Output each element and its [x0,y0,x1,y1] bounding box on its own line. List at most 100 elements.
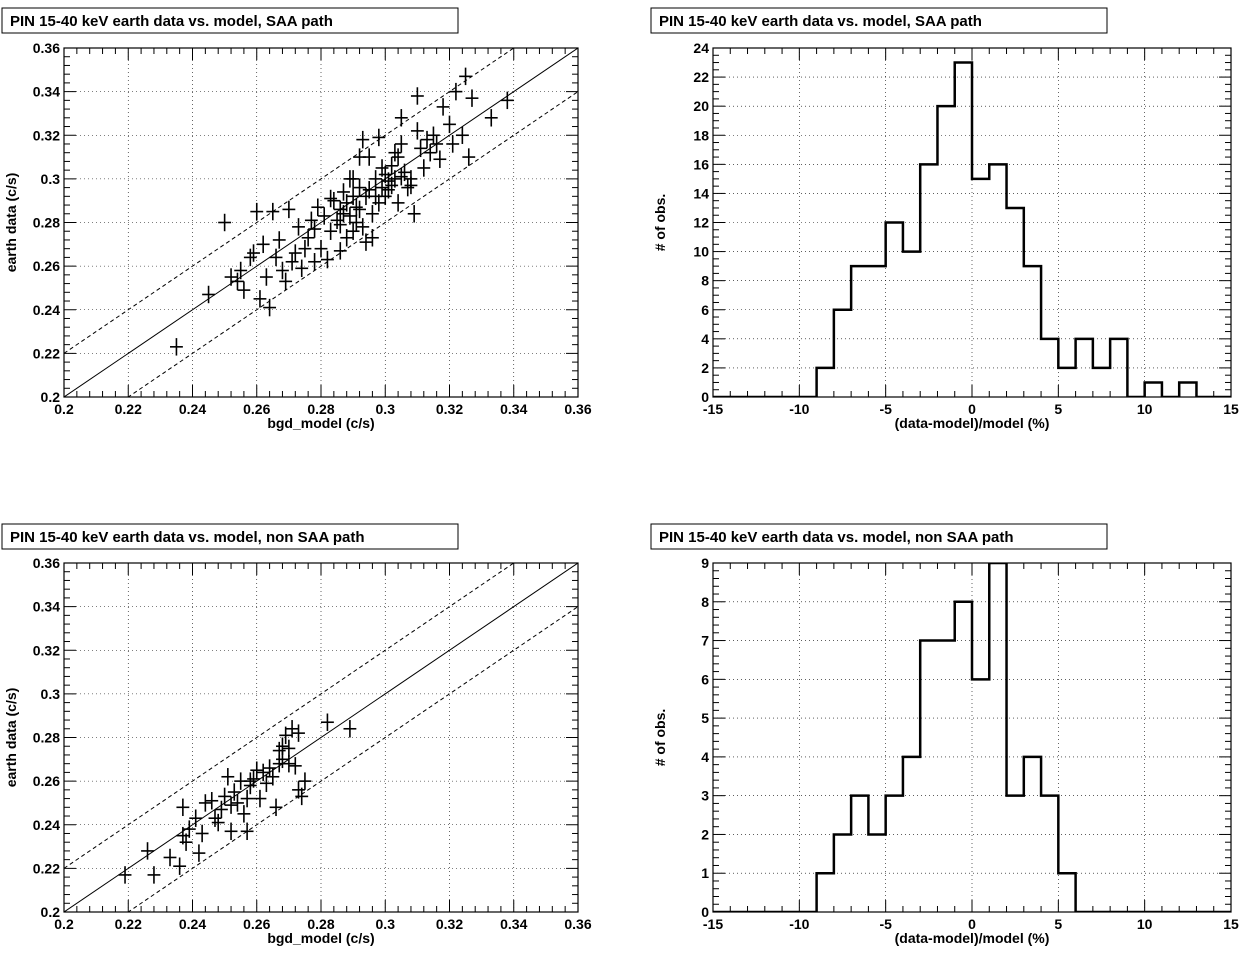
data-point [388,170,402,188]
data-point [333,242,347,260]
data-point [214,800,228,819]
x-axis-title: (data-model)/model (%) [895,930,1050,946]
histogram-bin [817,368,834,397]
y-tick-label: 0.36 [33,40,60,56]
data-point [282,200,296,219]
data-point [372,128,386,147]
y-tick-label: 20 [693,98,709,114]
y-axis-title: # of obs. [652,709,668,767]
x-tick-label: -15 [703,916,723,932]
chart-title-box [1,523,459,550]
data-point [256,235,270,254]
histogram-bin [1058,368,1075,397]
data-point [385,157,399,175]
data-point [263,759,277,777]
data-point [227,783,241,801]
chart-title-box [650,523,1108,550]
data-point [202,285,215,304]
y-tick-label: 3 [701,788,709,804]
axes: 0.2 0.22 0.24 0.26 0.28 0.3 0.32 0.34 0.36 0.2 0.2… [33,555,592,932]
data-point [500,91,514,110]
data-point [189,809,203,827]
data-point [353,200,366,219]
histogram-bin [851,796,868,912]
data-point [407,205,421,223]
x-tick-label: 0.24 [179,401,206,417]
histogram-bin [1145,382,1162,397]
x-tick-label: 0.2 [54,916,74,932]
data-point [250,761,264,779]
data-point [266,768,280,786]
y-tick-label: 9 [701,555,709,571]
data-point [285,253,299,271]
data-point [365,205,379,223]
data-point [311,198,325,216]
data-point [285,720,299,738]
histogram-bin [1041,796,1058,912]
histogram-bin [972,179,989,397]
data-point [276,261,289,280]
data-point [404,176,418,195]
data-point [308,220,321,238]
y-tick-label: 0.22 [33,345,60,361]
data-point [298,772,312,790]
axes: 0.2 0.22 0.24 0.26 0.28 0.3 0.32 0.34 0.36 0.2 0.2… [33,40,592,417]
y-tick-label: 6 [701,671,709,687]
data-point [382,181,395,199]
y-axis-title: earth data (c/s) [3,688,19,788]
x-axis-title: bgd_model (c/s) [267,415,374,431]
y-tick-label: 0 [701,389,709,405]
x-tick-label: 0.2 [54,401,74,417]
data-point [276,750,289,769]
data-point [391,148,405,166]
data-point [282,754,296,773]
x-tick-label: 5 [1054,916,1062,932]
data-point [218,787,232,806]
data-point [462,148,476,166]
data-point [279,272,293,291]
data-point [465,89,479,107]
data-point [179,833,193,851]
y-tick-label: 0.2 [41,389,61,405]
y-tick-label: 4 [701,331,709,347]
histogram-bin [886,223,903,398]
data-point [240,822,254,841]
data-point [446,135,460,153]
x-tick-label: -5 [879,401,892,417]
histogram-bin [937,641,954,912]
data-point [369,170,383,188]
chart-panel-4: PIN 15-40 keV earth data vs. model, non … [650,523,1239,946]
y-tick-label: 0.2 [41,904,61,920]
chart-title-box [650,7,1108,34]
data-point [231,272,244,291]
y-tick-label: 0.3 [41,171,61,187]
histogram-bin [1179,382,1196,397]
data-point [324,189,338,208]
chart-panel-3: PIN 15-40 keV earth data vs. model, non … [1,523,592,946]
x-tick-label: 10 [1137,401,1153,417]
data-point [410,122,424,140]
data-point [295,259,309,278]
x-tick-label: 10 [1137,916,1153,932]
x-tick-label: -10 [789,916,809,932]
data-point [430,135,444,153]
x-axis-title: bgd_model (c/s) [267,930,374,946]
data-point [298,239,312,258]
data-point [433,150,447,168]
histogram-bins [817,563,1076,912]
data-point [337,205,350,223]
histogram-bin [955,63,972,397]
plot-frame [712,47,1232,398]
data-point [208,809,222,827]
data-point [247,770,260,788]
data-point [484,109,498,127]
data-point [269,248,283,267]
y-axis-title: earth data (c/s) [3,173,19,273]
reference-lines [64,48,578,397]
plot-frame [63,562,579,913]
data-point [243,248,257,267]
data-point [414,139,428,158]
x-tick-label: -10 [789,401,809,417]
y-tick-label: 0.26 [33,258,60,274]
